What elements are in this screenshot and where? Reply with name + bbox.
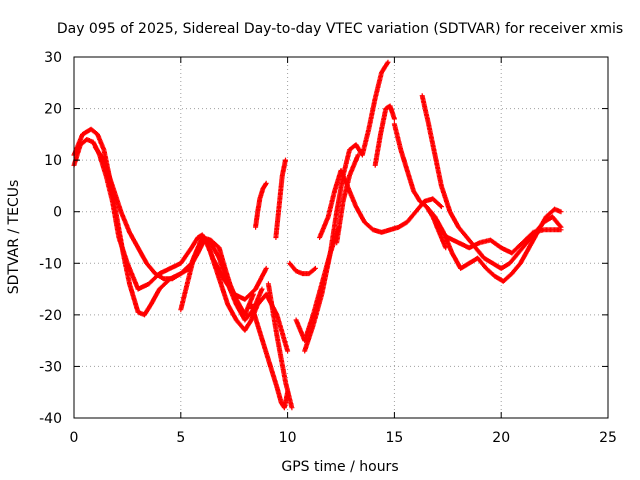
x-tick-label: 25 — [599, 430, 617, 446]
series-7-markers — [273, 157, 288, 240]
series-3-markers — [178, 235, 256, 318]
series-4 — [248, 302, 291, 411]
chart-title: Day 095 of 2025, Sidereal Day-to-day VTE… — [57, 21, 623, 37]
x-tick-label: 20 — [492, 430, 510, 446]
series-8-markers — [287, 260, 318, 277]
series-17-markers — [434, 224, 564, 256]
x-tick-label: 15 — [385, 430, 403, 446]
series-8 — [287, 260, 318, 277]
y-tick-label: 10 — [44, 153, 62, 169]
series-15-markers — [419, 93, 564, 271]
x-tick-label: 5 — [176, 430, 185, 446]
series-10-markers — [302, 59, 391, 354]
series-6 — [253, 180, 269, 230]
series-12-markers — [334, 152, 361, 246]
series-5-markers — [265, 281, 295, 411]
series-3 — [178, 235, 256, 318]
series-4-markers — [248, 302, 291, 411]
y-tick-label: 0 — [53, 205, 62, 221]
series-5 — [265, 281, 295, 411]
y-tick-label: -40 — [39, 411, 62, 427]
series-7 — [273, 157, 288, 240]
x-tick-label: 10 — [279, 430, 297, 446]
series-17 — [434, 224, 564, 256]
series-16-markers — [423, 204, 564, 284]
series-16 — [423, 204, 564, 284]
y-axis-label: SDTVAR / TECUs — [6, 180, 22, 295]
series-13-markers — [372, 103, 397, 168]
x-tick-label: 0 — [70, 430, 79, 446]
x-axis-label: GPS time / hours — [281, 459, 398, 475]
y-tick-label: 20 — [44, 102, 62, 118]
series-6-markers — [253, 180, 269, 230]
series-13 — [372, 103, 397, 168]
y-tick-label: 30 — [44, 50, 62, 66]
series-12 — [334, 152, 361, 246]
series-10 — [302, 59, 391, 354]
y-tick-label: -30 — [39, 359, 62, 375]
axis-ticks: 0 5 10 15 20 25 -40 -30 -20 -10 0 10 20 30 — [39, 50, 617, 446]
series-15 — [419, 93, 564, 271]
plot-frame — [73, 56, 609, 419]
data-marks — [71, 59, 564, 411]
y-tick-label: -10 — [39, 256, 62, 272]
y-tick-label: -20 — [39, 308, 62, 324]
